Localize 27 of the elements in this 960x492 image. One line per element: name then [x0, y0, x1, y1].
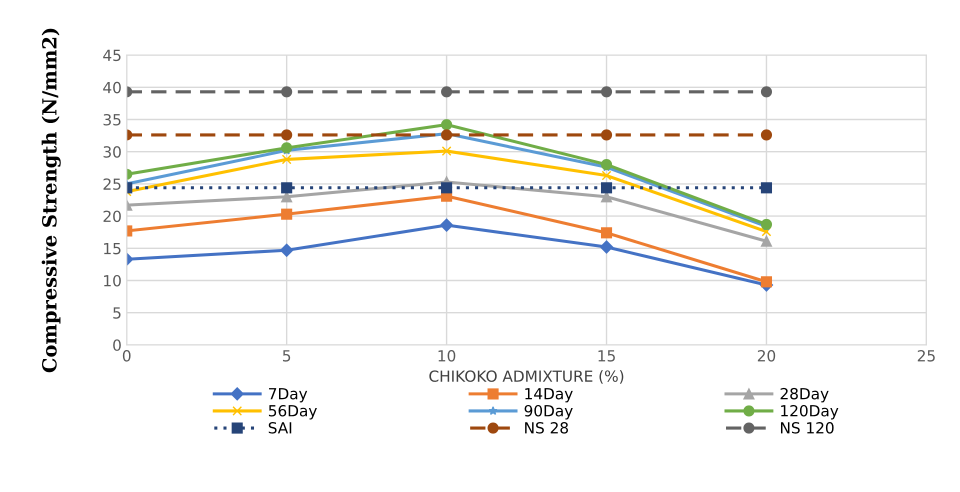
x-axis-title: CHIKOKO ADMIXTURE (%) [429, 370, 624, 384]
y-tick-label: 25 [104, 178, 121, 190]
y-axis-title: Compressive Strength (N/mm2) [42, 28, 61, 372]
x-tick-label: 5 [282, 350, 290, 362]
legend-label: SAI [268, 422, 292, 434]
legend-label: 7Day [269, 388, 308, 402]
x-tick-label: 20 [758, 350, 776, 362]
y-tick-label: 10 [104, 274, 121, 287]
x-tick-label: 0 [122, 350, 131, 362]
legend-label: NS 28 [525, 422, 568, 434]
legend-label: 28Day [780, 388, 829, 402]
legend-label: 120Day [781, 404, 838, 420]
legend-label: 56Day [268, 404, 317, 420]
y-tick-label: 5 [113, 307, 121, 319]
y-tick-label: 20 [104, 210, 121, 222]
y-tick-label: 45 [103, 50, 121, 62]
x-tick-label: 15 [598, 350, 615, 362]
y-tick-label: 30 [104, 146, 121, 158]
legend-label: NS 120 [780, 422, 834, 434]
x-tick-label: 25 [918, 350, 935, 362]
legend-label: 14Day [525, 388, 573, 402]
y-tick-label: 40 [103, 82, 121, 94]
legend-label: 90Day [524, 404, 573, 420]
x-tick-label: 10 [438, 350, 456, 362]
y-tick-label: 0 [113, 339, 121, 351]
y-tick-label: 15 [104, 242, 121, 254]
y-tick-label: 35 [104, 114, 121, 126]
